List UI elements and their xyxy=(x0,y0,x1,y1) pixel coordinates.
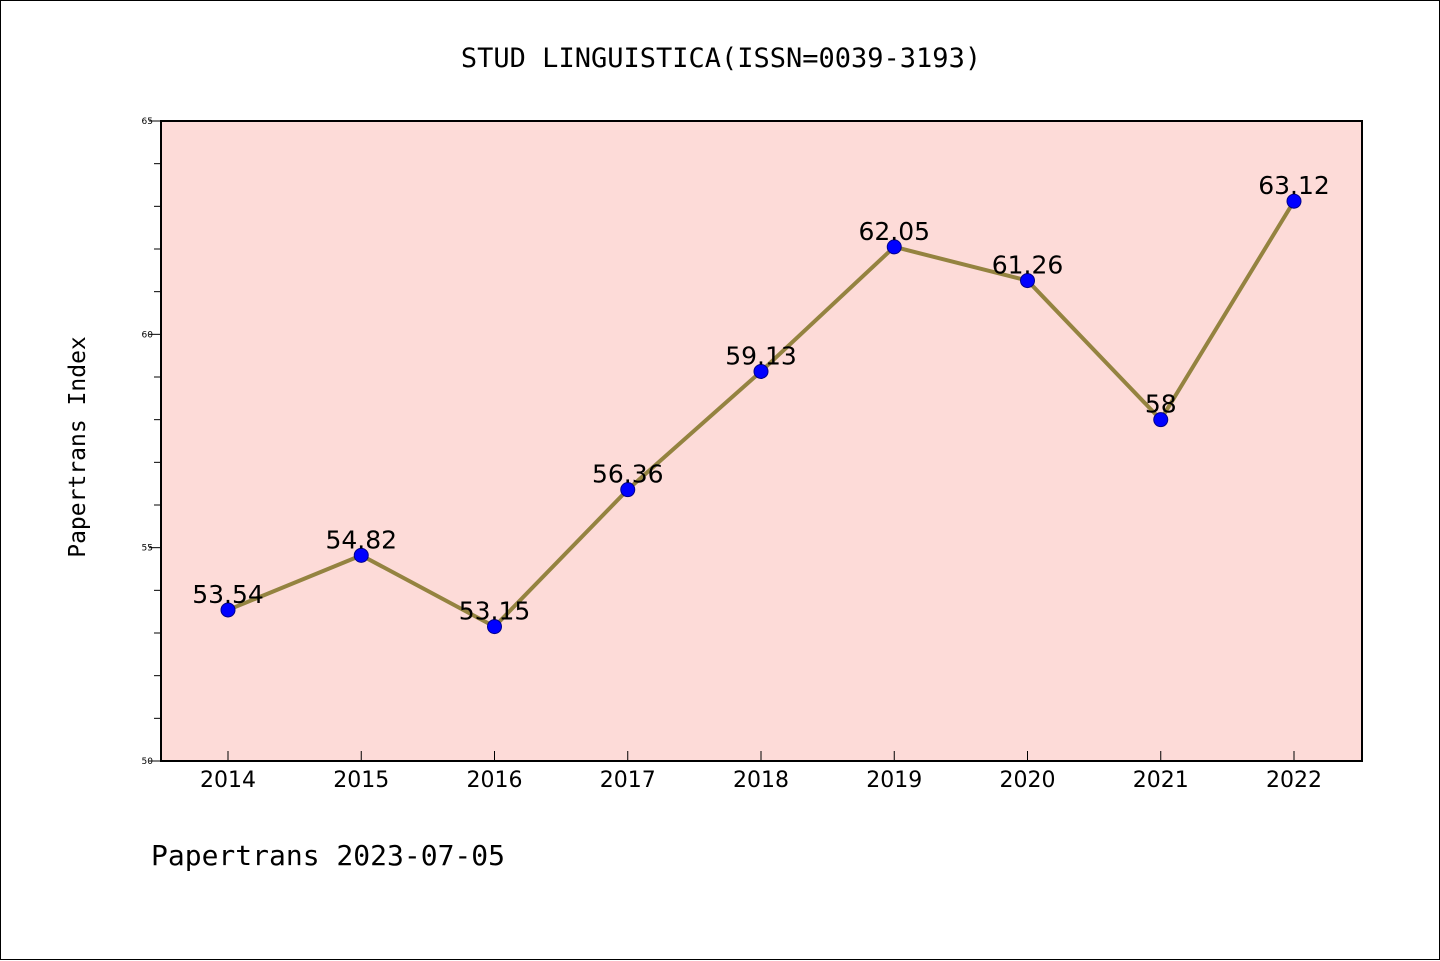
data-label: 54.82 xyxy=(325,525,397,554)
data-label: 62.05 xyxy=(858,217,930,246)
data-labels: 53.54 54.82 53.15 56.36 59.13 62.05 61.26 58 63.… xyxy=(192,171,1330,625)
x-tick-label: 2019 xyxy=(866,768,922,793)
data-label: 56.36 xyxy=(592,460,664,489)
data-point xyxy=(1286,193,1302,209)
data-label: 58 xyxy=(1145,390,1177,419)
data-label: 53.54 xyxy=(192,580,264,609)
x-tick-label: 2022 xyxy=(1266,768,1322,793)
data-label: 63.12 xyxy=(1258,171,1330,200)
footer-date: Papertrans 2023-07-05 xyxy=(151,839,505,872)
y-tick-label: 50 xyxy=(142,757,154,767)
x-tick-label: 2020 xyxy=(1000,768,1056,793)
x-tick-label: 2014 xyxy=(200,768,256,793)
data-point xyxy=(353,547,369,563)
x-axis-ticks: 2014 2015 2016 2017 2018 2019 2020 2021 2022 xyxy=(200,751,1322,793)
series-layer xyxy=(220,193,1302,635)
data-point xyxy=(487,619,502,635)
x-tick-label: 2017 xyxy=(600,768,656,793)
data-label: 61.26 xyxy=(992,251,1064,280)
data-point xyxy=(886,239,902,255)
data-point xyxy=(1153,412,1169,428)
x-tick-label: 2016 xyxy=(467,768,523,793)
data-label: 53.15 xyxy=(459,597,531,626)
y-tick-label: 55 xyxy=(142,544,153,554)
data-point xyxy=(620,482,636,498)
data-label: 59.13 xyxy=(725,341,797,370)
x-tick-label: 2015 xyxy=(333,768,389,793)
data-point xyxy=(220,602,236,618)
y-axis-label: Papertrans Index xyxy=(65,336,91,558)
x-tick-label: 2018 xyxy=(733,768,789,793)
y-tick-label: 60 xyxy=(142,330,154,340)
y-tick-label: 65 xyxy=(142,117,153,127)
x-tick-label: 2021 xyxy=(1133,768,1189,793)
chart-title: STUD LINGUISTICA(ISSN=0039-3193) xyxy=(461,43,981,74)
plot-area xyxy=(160,120,1363,762)
y-minor-ticks xyxy=(154,163,161,719)
data-point xyxy=(1020,273,1035,289)
y-axis-ticks: 50 55 60 65 xyxy=(142,117,161,767)
data-point xyxy=(753,363,769,379)
